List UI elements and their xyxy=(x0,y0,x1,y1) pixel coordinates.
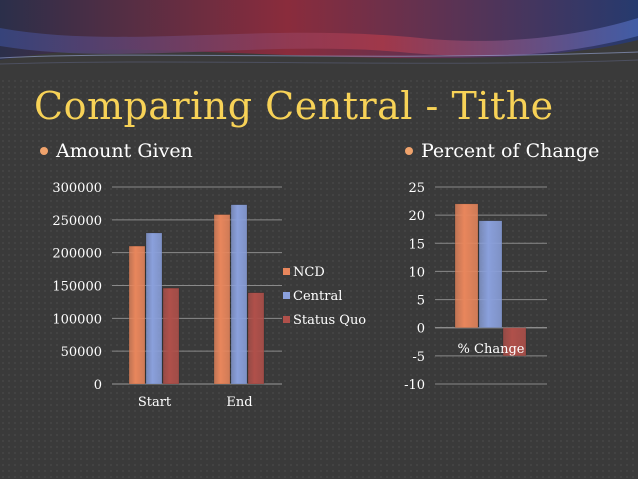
legend-label: NCD xyxy=(293,265,325,280)
legend-label: Status Quo xyxy=(293,313,366,328)
y-tick-label: 0 xyxy=(417,322,425,337)
y-tick-label: -5 xyxy=(412,350,425,365)
y-tick-label: 250000 xyxy=(52,214,102,229)
x-category-label: % Change xyxy=(458,342,525,357)
y-tick-label: 25 xyxy=(408,181,425,196)
decorative-banner xyxy=(0,0,638,80)
bar-status-quo-end xyxy=(247,292,265,385)
x-category-label: End xyxy=(226,395,252,410)
legend-label: Central xyxy=(293,289,342,304)
y-tick-label: 300000 xyxy=(52,181,102,196)
bar-ncd-start xyxy=(128,245,146,385)
y-tick-label: 5 xyxy=(417,294,425,309)
legend-swatch xyxy=(283,268,290,275)
bar-status-quo-start xyxy=(162,287,180,385)
bullet-dot-icon xyxy=(405,147,413,155)
bar-central--change xyxy=(478,220,503,328)
bullet-label: Percent of Change xyxy=(421,140,600,162)
y-tick-label: 10 xyxy=(408,265,425,280)
y-tick-label: 0 xyxy=(94,378,102,393)
legend-swatch xyxy=(283,316,290,323)
y-tick-label: 20 xyxy=(408,209,425,224)
bar-central-start xyxy=(145,232,163,385)
bullet-amount-given: Amount Given xyxy=(40,140,193,162)
bar-ncd-end xyxy=(213,214,231,385)
bar-central-end xyxy=(230,204,248,385)
y-tick-label: 50000 xyxy=(61,345,102,360)
y-tick-label: 200000 xyxy=(52,247,102,262)
slide-title: Comparing Central - Tithe xyxy=(34,84,554,128)
bar-ncd--change xyxy=(454,203,479,328)
y-tick-label: 150000 xyxy=(52,280,102,295)
y-tick-label: -10 xyxy=(404,378,425,393)
bullet-label: Amount Given xyxy=(56,140,193,162)
bullet-percent-of-change: Percent of Change xyxy=(405,140,599,162)
bar-status-quo--change xyxy=(502,327,527,357)
y-tick-label: 100000 xyxy=(52,312,102,327)
legend-swatch xyxy=(283,292,290,299)
y-tick-label: 15 xyxy=(408,237,425,252)
x-category-label: Start xyxy=(138,395,172,410)
bullet-dot-icon xyxy=(40,147,48,155)
